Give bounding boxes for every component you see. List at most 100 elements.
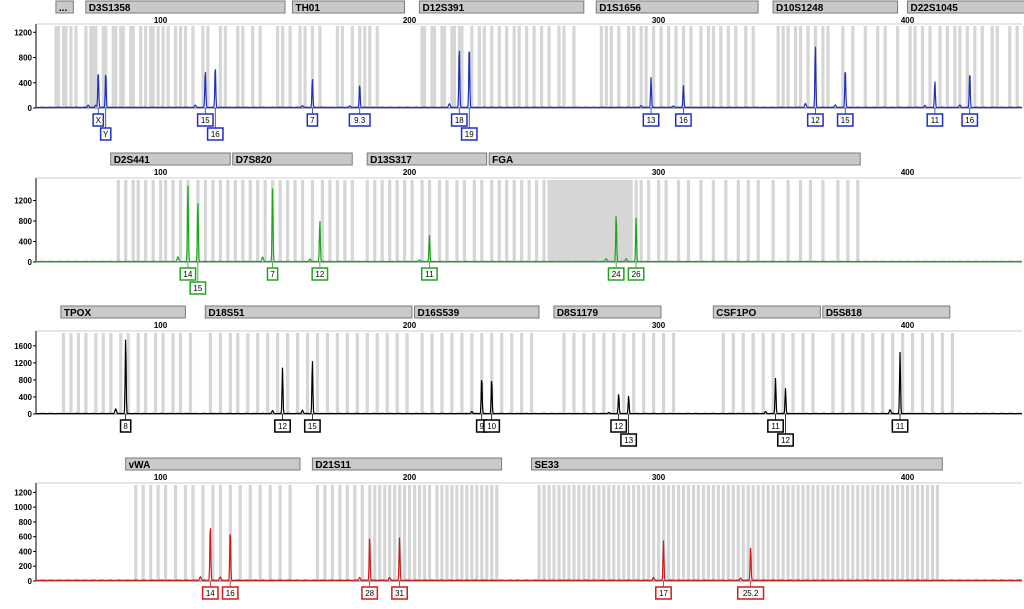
bp-tick-label: 200	[403, 321, 417, 330]
allele-bin	[841, 26, 845, 108]
allele-bin	[871, 485, 875, 581]
allele-bin	[131, 26, 135, 108]
allele-bin	[276, 26, 280, 108]
allele-bin	[268, 485, 272, 581]
allele-bin	[562, 26, 566, 108]
bp-tick-label: 400	[901, 473, 915, 482]
allele-bin	[691, 485, 696, 581]
allele-bin	[831, 333, 835, 414]
allele-bin	[144, 333, 148, 414]
allele-bin	[734, 26, 738, 108]
bp-tick-label: 100	[154, 321, 168, 330]
allele-bin	[861, 485, 865, 581]
allele-bin	[781, 26, 785, 108]
allele-bin	[427, 180, 432, 262]
allele-bin	[572, 333, 576, 414]
allele-bin	[592, 485, 596, 581]
marker-label: D5S818	[826, 308, 863, 319]
allele-bin	[632, 485, 636, 581]
allele-bin	[841, 485, 845, 581]
allele-bin	[659, 26, 663, 108]
allele-bin	[482, 26, 486, 108]
allele-bin	[876, 485, 880, 581]
allele-bin	[676, 180, 681, 262]
trace-yellow	[35, 339, 1022, 415]
allele-bin	[358, 26, 362, 108]
allele-call-label: 15	[193, 284, 202, 293]
allele-bin	[480, 333, 484, 414]
allele-bin	[403, 485, 407, 581]
marker-box	[595, 0, 759, 14]
allele-bin	[440, 26, 444, 108]
marker-label: vWA	[129, 460, 151, 471]
allele-bin	[460, 485, 464, 581]
allele-bin	[303, 26, 307, 108]
panel-red: vWA D21S11 SE33 100 200 300 400 0 200 400 600 800 10…	[14, 457, 1023, 600]
allele-bin	[589, 180, 593, 262]
allele-bin	[61, 333, 66, 414]
allele-bin	[74, 26, 78, 108]
allele-bin	[520, 180, 524, 262]
allele-bin	[530, 333, 534, 414]
allele-bin	[151, 180, 155, 262]
allele-bin	[786, 485, 790, 581]
allele-bin	[547, 26, 551, 108]
allele-bin	[863, 26, 867, 108]
allele-bin	[393, 485, 397, 581]
bp-tick-label: 300	[652, 168, 666, 177]
allele-call-label: 7	[270, 270, 275, 279]
allele-bin	[711, 485, 715, 581]
allele-bin	[149, 485, 153, 581]
allele-bin	[285, 333, 290, 414]
allele-bin	[420, 333, 424, 414]
allele-call-box	[306, 113, 319, 127]
allele-bin	[191, 26, 195, 108]
bp-tick-label: 400	[901, 321, 915, 330]
allele-bin	[89, 26, 93, 108]
marker-label: D1S1656	[599, 3, 641, 14]
allele-bin	[741, 333, 745, 414]
allele-bin	[335, 180, 339, 262]
y-tick-label: 600	[19, 533, 33, 542]
allele-bin	[445, 485, 449, 581]
allele-bin	[721, 333, 725, 414]
allele-bin	[248, 485, 252, 581]
allele-bin	[144, 180, 148, 262]
allele-bin	[594, 180, 598, 262]
marker-label: TPOX	[64, 308, 92, 319]
allele-bin	[681, 485, 686, 581]
allele-bin	[627, 485, 631, 581]
allele-bin	[437, 180, 442, 262]
allele-bin	[761, 485, 765, 581]
allele-bin	[721, 485, 725, 581]
allele-bin	[320, 180, 325, 262]
allele-bin	[211, 485, 215, 581]
allele-bin	[84, 333, 88, 414]
trace-red	[35, 528, 1023, 582]
allele-bin	[557, 485, 561, 581]
allele-bin	[460, 333, 464, 414]
allele-call-box	[119, 419, 132, 433]
allele-bin	[318, 26, 322, 108]
allele-bin	[746, 485, 750, 581]
allele-call-box	[201, 586, 219, 600]
allele-bin	[94, 333, 98, 414]
allele-bin	[241, 26, 245, 108]
allele-bin	[539, 26, 544, 108]
bp-tick-label: 300	[652, 473, 666, 482]
allele-bin	[455, 485, 459, 581]
allele-bin	[403, 180, 407, 262]
allele-call-box	[655, 586, 672, 600]
allele-bin	[920, 26, 925, 108]
allele-bin	[562, 485, 566, 581]
allele-bin	[711, 26, 715, 108]
allele-call-box	[674, 113, 692, 127]
allele-bin	[644, 26, 648, 108]
marker-box	[553, 305, 662, 319]
allele-bin	[808, 180, 813, 262]
allele-bin	[920, 333, 925, 414]
allele-bin	[657, 485, 661, 581]
allele-bin	[452, 26, 457, 108]
allele-call-label: 12	[781, 436, 790, 445]
